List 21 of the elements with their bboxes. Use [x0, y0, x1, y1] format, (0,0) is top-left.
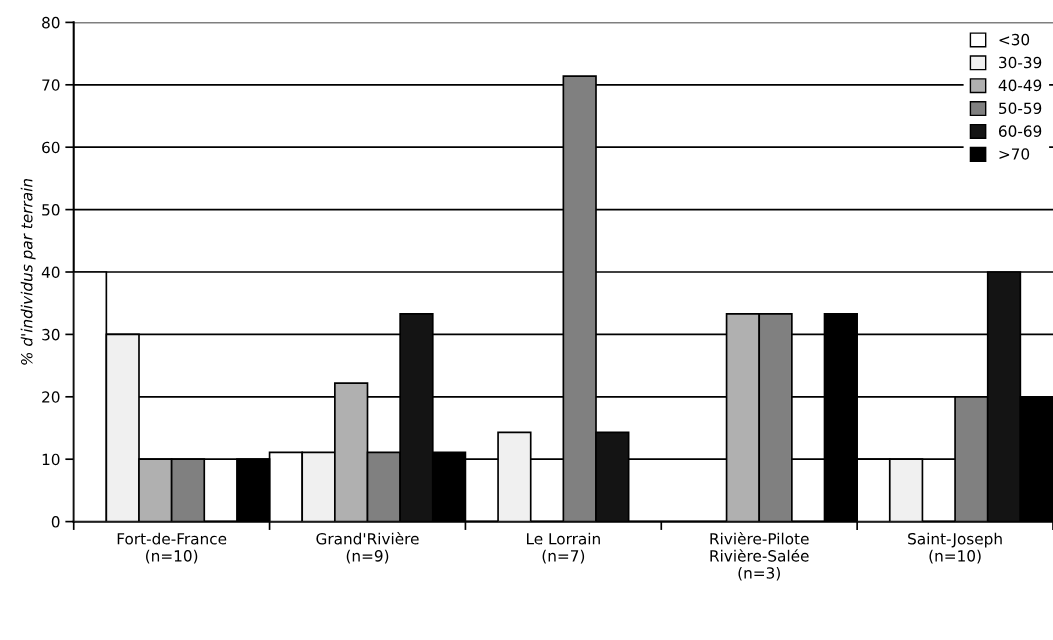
- y-axis-title: % d'individus par terrain: [20, 179, 36, 365]
- legend-label: 60-69: [998, 125, 1042, 137]
- y-tick-label: 0: [51, 516, 60, 528]
- x-tick-label: Saint-Joseph (n=10): [908, 532, 1002, 564]
- y-tick-label: 10: [42, 453, 60, 466]
- x-tick-label: Rivière-Pilote Rivière-Salée (n=3): [710, 532, 809, 581]
- legend-label: 40-49: [998, 79, 1042, 92]
- x-tick-label: Le Lorrain (n=7): [527, 532, 600, 564]
- y-tick-label: 50: [42, 204, 60, 216]
- legend-label: <30: [999, 33, 1030, 46]
- y-tick-label: 30: [42, 328, 60, 341]
- y-tick-label: 40: [41, 266, 60, 279]
- y-tick-label: 20: [42, 391, 60, 403]
- y-tick-label: 80: [42, 16, 60, 29]
- legend-label: 50-59: [999, 102, 1042, 115]
- y-tick-label: 60: [42, 141, 60, 154]
- x-tick-label: Grand'Rivière (n=9): [316, 532, 419, 564]
- y-tick-label: 70: [42, 79, 60, 91]
- x-tick-label: Fort-de-France (n=10): [117, 532, 227, 564]
- legend-label: 30-39: [999, 56, 1042, 69]
- legend-label: >70: [999, 148, 1030, 160]
